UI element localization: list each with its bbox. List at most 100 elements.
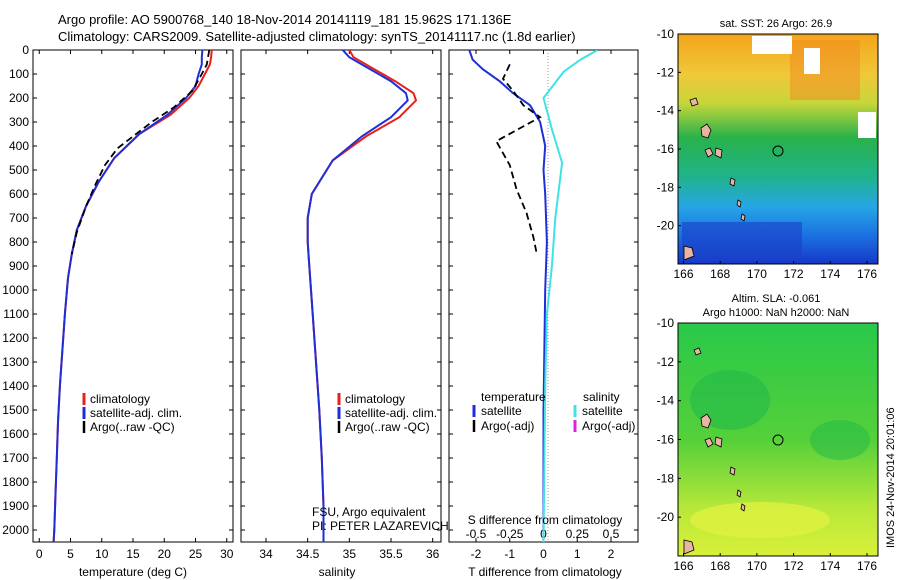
island-shape — [683, 347, 702, 555]
legend-label-climatology: climatology — [345, 392, 405, 406]
depth-tick-label: 1600 — [2, 427, 29, 441]
map-lat-label: -20 — [657, 510, 675, 524]
depth-tick-label: 1000 — [2, 283, 29, 297]
legend-label-satellite: satellite-adj. clim. — [90, 406, 182, 420]
depth-tick-label: 1200 — [2, 331, 29, 345]
series-line-satellite-adj-clim- — [306, 50, 409, 542]
depth-tick-label: 300 — [9, 115, 29, 129]
sla-low-patch — [690, 370, 770, 430]
map-lat-label: -12 — [657, 65, 675, 79]
legend-label-s-argo: Argo(-adj) — [582, 419, 635, 433]
map-lon-label: 166 — [673, 267, 693, 281]
temperature-legend: climatology satellite-adj. clim. Argo(..… — [82, 392, 182, 434]
x-tick-label: 15 — [126, 547, 140, 561]
imos-timestamp: IMOS 24-Nov-2014 20:01:06 — [885, 407, 897, 548]
depth-tick-label: 1800 — [2, 475, 29, 489]
depth-tick-label: 600 — [9, 187, 29, 201]
x-tick-label: 10 — [95, 547, 109, 561]
temperature-x-axis-label: temperature (deg C) — [79, 565, 187, 579]
sla-low-patch — [810, 420, 870, 460]
x-tick-label: 25 — [189, 547, 203, 561]
temperature-plot-frame — [32, 49, 234, 543]
map-lat-label: -18 — [657, 180, 675, 194]
salinity-annotation-line1: FSU, Argo equivalent — [312, 505, 426, 519]
x-tick-label: 36 — [426, 547, 440, 561]
island-shape — [700, 123, 746, 222]
series-line-satellite — [468, 50, 548, 542]
map-lon-label: 166 — [673, 559, 693, 573]
island-shape — [700, 413, 746, 512]
x-tick-label: 0 — [540, 547, 547, 561]
depth-tick-label: 1700 — [2, 451, 29, 465]
depth-tick-label: 1400 — [2, 379, 29, 393]
map-lon-label: 170 — [747, 267, 767, 281]
sst-cloud-gap — [858, 112, 876, 138]
s-tick-label: 0.5 — [603, 527, 620, 541]
legend-label-satellite: satellite-adj. clim. — [345, 406, 437, 420]
sla-map-title-line2: Argo h1000: NaN h2000: NaN — [703, 307, 850, 319]
map-lon-label: 170 — [747, 559, 767, 573]
depth-tick-label: 2000 — [2, 523, 29, 537]
series-line-argo-adj- — [495, 64, 542, 255]
x-tick-label: 2 — [608, 547, 615, 561]
salinity-annotation-line2: PI: PETER LAZAREVICH — [312, 519, 449, 533]
depth-tick-label: 200 — [9, 91, 29, 105]
sla-map-title-line1: Altim. SLA: -0.061 — [732, 293, 821, 305]
map-lon-label: 168 — [710, 559, 730, 573]
legend-label-s-satellite: satellite — [582, 404, 623, 418]
difference-top-axis-label: S difference from climatology — [468, 513, 623, 527]
difference-legend: temperature salinity satellite Argo(-adj… — [472, 390, 635, 433]
legend-label-argo: Argo(..raw -QC) — [345, 420, 430, 434]
depth-tick-label: 1300 — [2, 355, 29, 369]
series-line-climatology — [52, 50, 213, 542]
depth-tick-label: 1900 — [2, 499, 29, 513]
legend-label-t-argo: Argo(-adj) — [481, 419, 534, 433]
sst-warm-patch — [790, 40, 860, 100]
depth-tick-label: 100 — [9, 67, 29, 81]
sst-cloud-gap — [804, 48, 820, 74]
x-tick-label: 30 — [220, 547, 234, 561]
map-lon-label: 176 — [857, 267, 877, 281]
map-lon-label: 176 — [857, 559, 877, 573]
series-line-satellite — [542, 50, 598, 542]
legend-label-t-satellite: satellite — [481, 404, 522, 418]
salinity-x-axis-label: salinity — [319, 565, 356, 579]
map-lat-label: -10 — [657, 316, 675, 330]
sst-cloud-gap — [752, 36, 792, 54]
depth-tick-label: 0 — [22, 43, 29, 57]
sst-map — [677, 33, 879, 265]
sst-cold-patch — [682, 222, 802, 260]
salinity-legend: climatology satellite-adj. clim. Argo(..… — [337, 392, 437, 434]
x-tick-label: 5 — [67, 547, 74, 561]
depth-tick-label: 400 — [9, 139, 29, 153]
x-tick-label: 0 — [36, 547, 43, 561]
depth-tick-label: 900 — [9, 259, 29, 273]
map-lat-label: -16 — [657, 433, 675, 447]
sst-map-title: sat. SST: 26 Argo: 26.9 — [720, 18, 833, 30]
depth-tick-label: 1500 — [2, 403, 29, 417]
x-tick-label: 34 — [259, 547, 273, 561]
series-line-climatology — [306, 50, 418, 542]
depth-tick-label: 500 — [9, 163, 29, 177]
island-shape — [683, 97, 699, 261]
map-lon-label: 172 — [784, 559, 804, 573]
depth-tick-label: 700 — [9, 211, 29, 225]
argo-location-marker — [772, 434, 784, 446]
legend-label-climatology: climatology — [90, 392, 150, 406]
s-tick-label: -0.25 — [496, 527, 524, 541]
x-tick-label: 1 — [574, 547, 581, 561]
x-tick-label: -2 — [471, 547, 482, 561]
map-lat-label: -16 — [657, 142, 675, 156]
figure-title-line2: Climatology: CARS2009. Satellite-adjuste… — [58, 29, 576, 44]
map-lat-label: -18 — [657, 471, 675, 485]
map-lon-label: 174 — [820, 267, 840, 281]
map-lon-label: 174 — [820, 559, 840, 573]
series-line-satellite-adj-clim- — [52, 50, 204, 542]
depth-tick-label: 800 — [9, 235, 29, 249]
legend-label-argo: Argo(..raw -QC) — [90, 420, 175, 434]
salinity-plot-frame — [240, 49, 442, 543]
legend-title-temperature: temperature — [481, 390, 546, 404]
s-tick-label: 0.25 — [566, 527, 590, 541]
sla-map — [677, 322, 879, 557]
